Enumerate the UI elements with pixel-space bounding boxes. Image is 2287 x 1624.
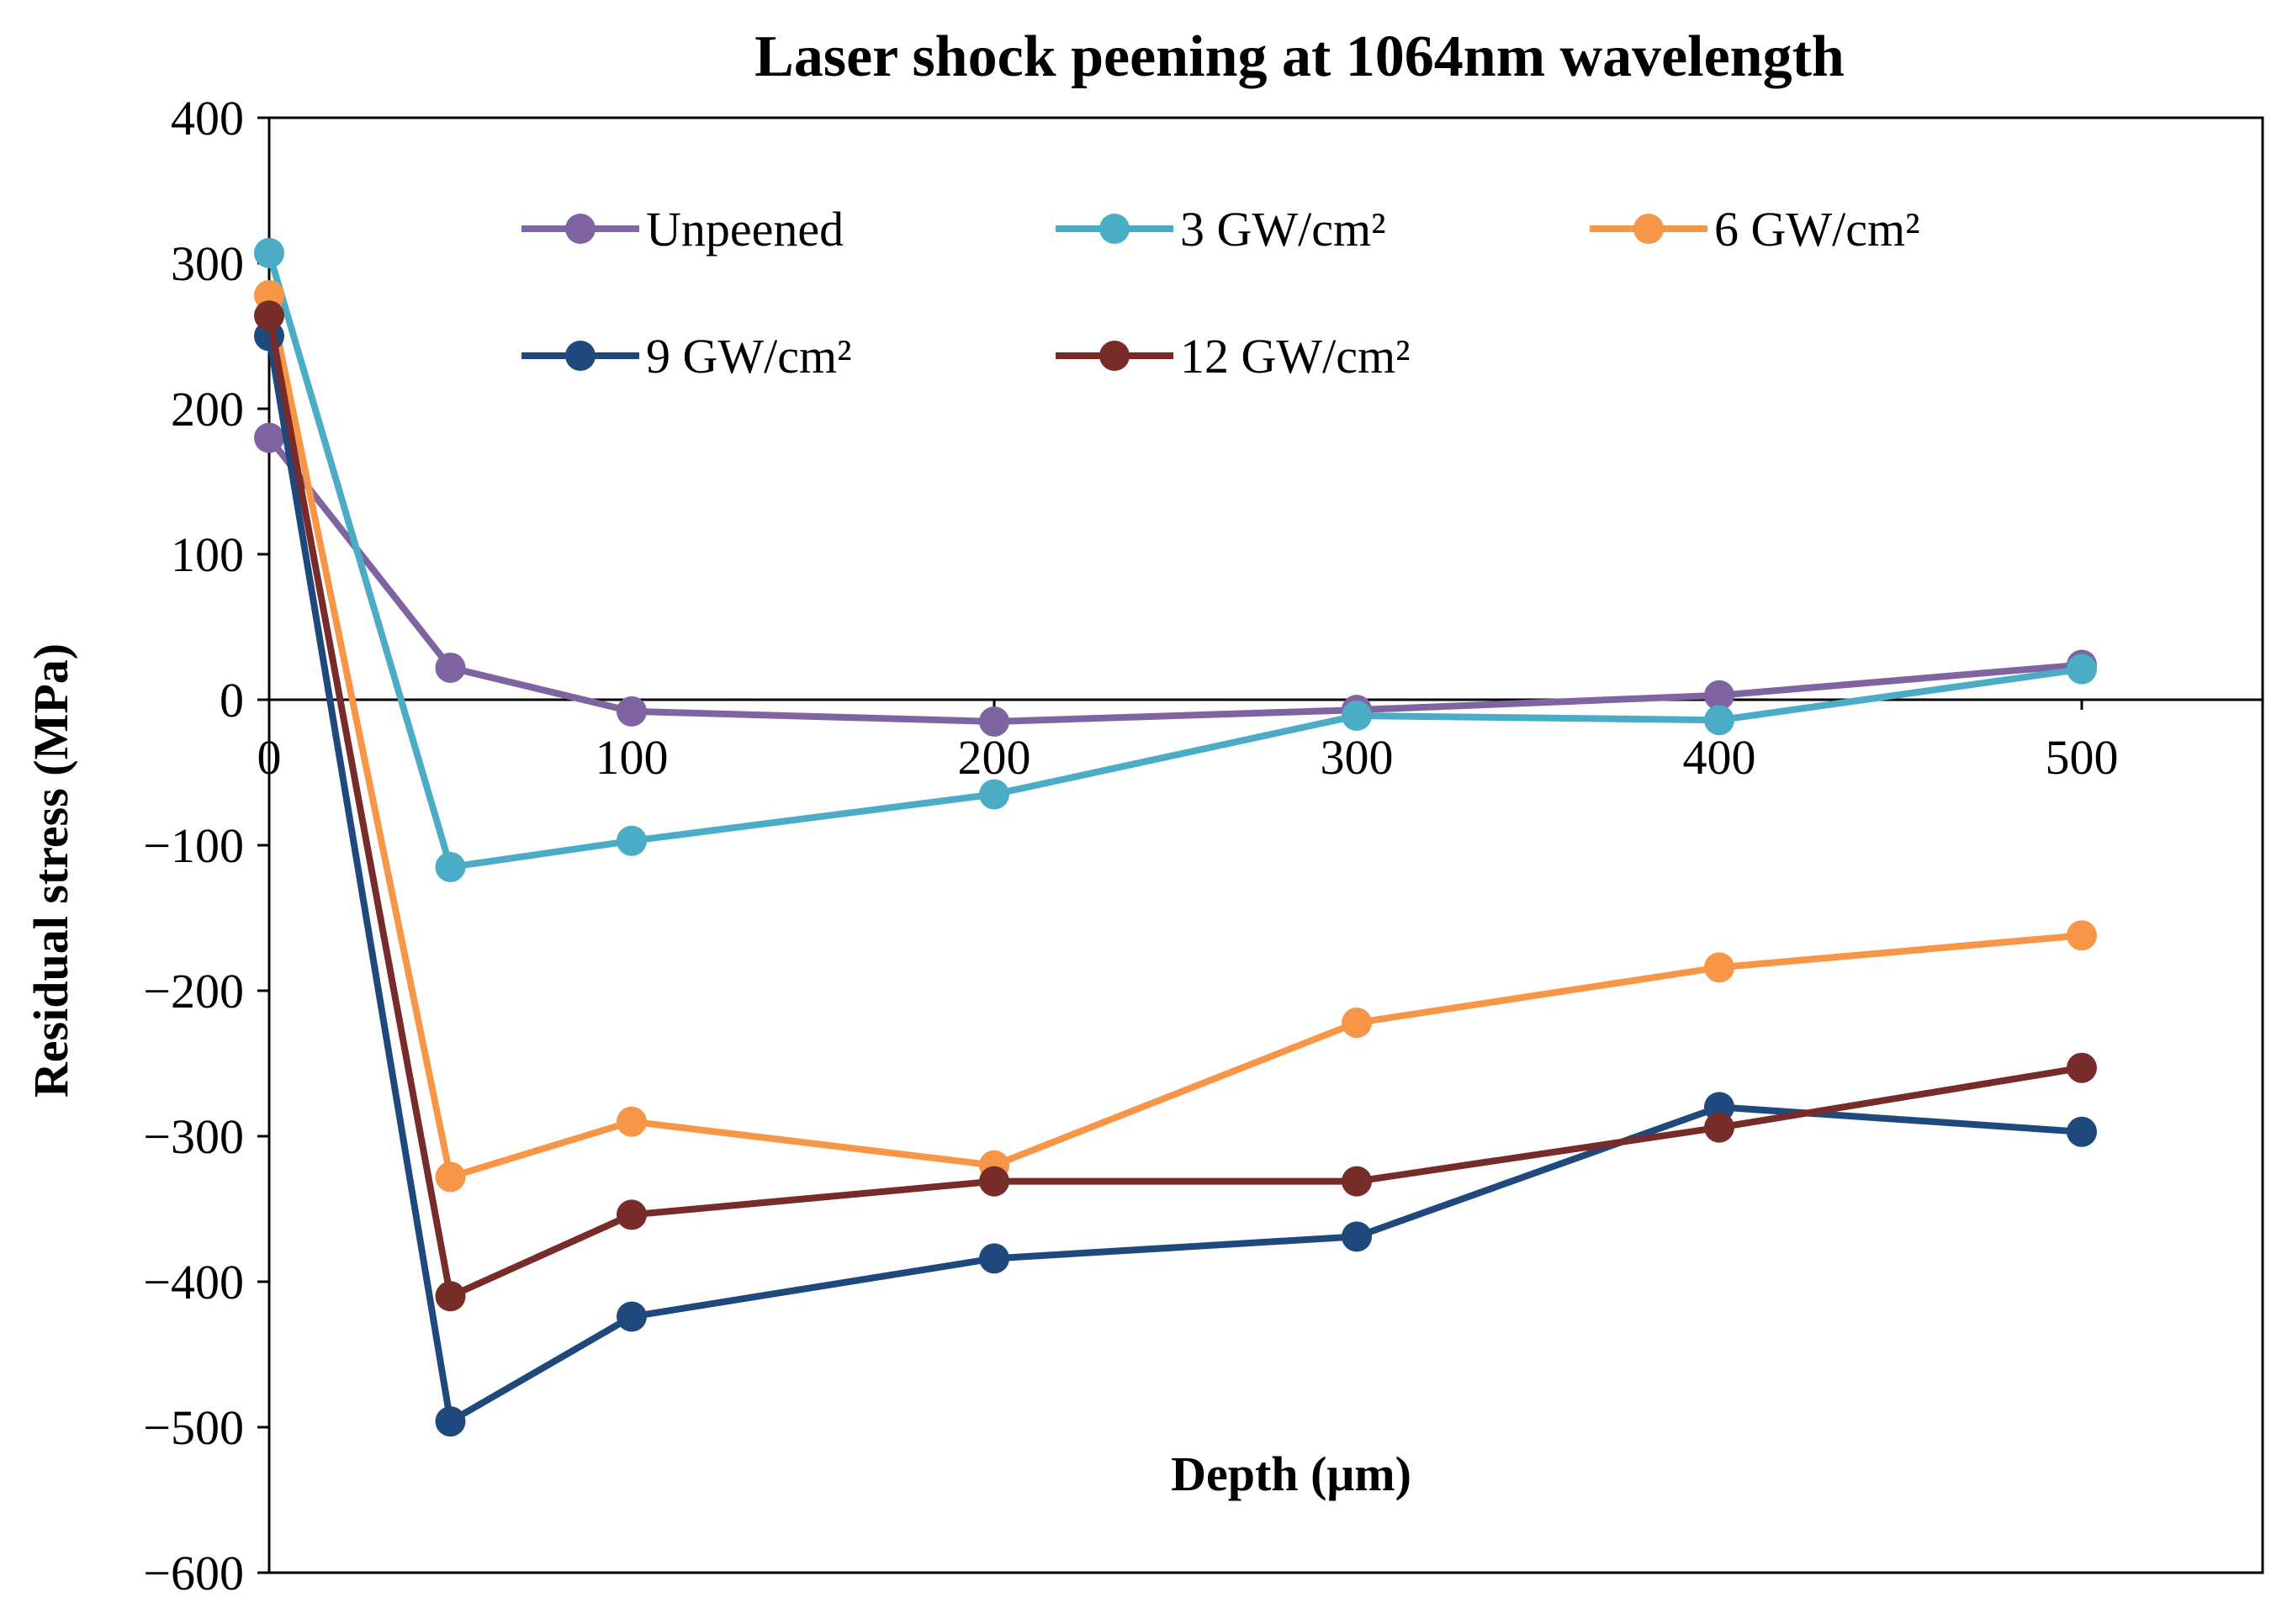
legend-swatch-marker: [1099, 341, 1130, 371]
legend-swatch-marker: [565, 341, 596, 371]
y-tick-label: −600: [143, 1546, 244, 1600]
legend-item: 12 GW/cm²: [1056, 329, 1411, 384]
data-point: [1704, 705, 1734, 736]
y-tick-label: −100: [143, 818, 244, 873]
legend-swatch-marker: [1633, 214, 1664, 244]
data-point: [2067, 920, 2097, 951]
data-point: [617, 1301, 647, 1332]
series-line: [266, 436, 2083, 725]
series-layer: [254, 237, 2097, 1437]
legend-swatch-marker: [565, 214, 596, 244]
series-9-gw-cm-: [254, 320, 2097, 1437]
data-point: [435, 851, 466, 882]
legend-item: 9 GW/cm²: [521, 329, 852, 384]
data-point: [617, 1106, 647, 1137]
data-point: [435, 652, 466, 683]
data-point: [617, 825, 647, 856]
data-point: [435, 1281, 466, 1312]
data-point: [617, 1199, 647, 1230]
legend-swatch-marker: [1099, 214, 1130, 244]
legend-item: Unpeened: [521, 202, 844, 257]
x-tick-label: 500: [2046, 730, 2119, 785]
series-line: [266, 294, 2083, 1181]
x-axis: 0 100 200 300 400 500: [257, 700, 2119, 785]
legend-label: 12 GW/cm²: [1180, 329, 1411, 384]
legend-item: 6 GW/cm²: [1590, 202, 1920, 257]
data-point: [617, 696, 647, 727]
y-tick-label: −200: [143, 964, 244, 1018]
series-unpeened: [254, 422, 2097, 737]
legend-label: Unpeened: [646, 202, 844, 257]
y-tick-label: −300: [143, 1109, 244, 1164]
x-tick-label: 300: [1321, 730, 1394, 785]
chart-title: Laser shock peening at 1064nm wavelength: [754, 24, 1845, 89]
series-3-gw-cm-: [254, 237, 2097, 882]
data-point: [435, 1161, 466, 1193]
y-tick-label: 200: [171, 382, 244, 436]
data-point: [979, 706, 1009, 737]
data-point: [1342, 1221, 1372, 1252]
x-axis-title: Depth (μm): [1171, 1447, 1411, 1501]
data-point: [979, 1243, 1009, 1274]
y-axis-title: Residual stress (MPa): [24, 643, 78, 1098]
x-tick-label: 100: [596, 730, 669, 785]
data-point: [1342, 701, 1372, 732]
data-point: [1342, 1166, 1372, 1197]
y-tick-label: 0: [220, 673, 244, 727]
data-point: [254, 422, 284, 453]
data-point: [1704, 680, 1734, 711]
series-line: [266, 251, 2083, 870]
data-point: [435, 1406, 466, 1437]
y-axis: 400 300 200 100 0 −100 −200 −300 −400 −500 −600: [143, 91, 269, 1600]
data-point: [979, 779, 1009, 810]
x-tick-label: 400: [1683, 730, 1756, 785]
data-point: [254, 237, 284, 268]
legend: Unpeened 3 GW/cm² 6 GW/cm² 9 GW/cm² 12 GW/cm…: [521, 202, 1920, 384]
data-point: [1342, 1008, 1372, 1039]
legend-label: 6 GW/cm²: [1714, 202, 1920, 257]
y-tick-label: 100: [171, 527, 244, 582]
series-6-gw-cm-: [254, 280, 2097, 1193]
data-point: [979, 1166, 1009, 1197]
x-tick-label: 0: [257, 730, 282, 785]
data-point: [254, 300, 284, 331]
y-tick-label: 400: [171, 91, 244, 145]
legend-label: 3 GW/cm²: [1180, 202, 1386, 257]
series-12-gw-cm-: [254, 300, 2097, 1312]
y-tick-label: −400: [143, 1255, 244, 1309]
data-point: [1704, 952, 1734, 983]
data-point: [2067, 1116, 2097, 1147]
y-tick-label: 300: [171, 236, 244, 291]
legend-item: 3 GW/cm²: [1056, 202, 1386, 257]
data-point: [1704, 1112, 1734, 1143]
y-tick-label: −500: [143, 1400, 244, 1455]
x-tick-label: 200: [958, 730, 1031, 785]
legend-label: 9 GW/cm²: [646, 329, 852, 384]
data-point: [2067, 653, 2097, 685]
data-point: [2067, 1052, 2097, 1083]
